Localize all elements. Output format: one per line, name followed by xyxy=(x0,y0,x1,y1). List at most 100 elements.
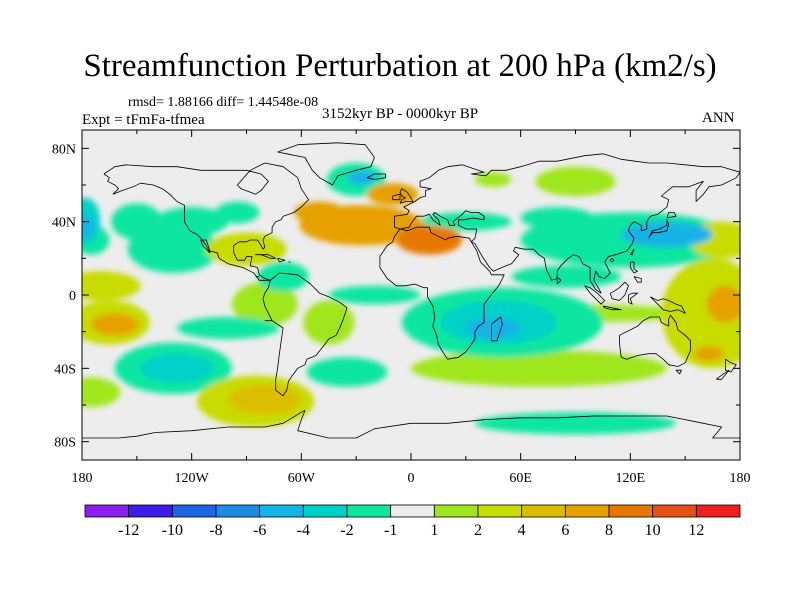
coastline xyxy=(666,212,677,219)
coastline xyxy=(399,188,414,204)
colorbar-swatch xyxy=(215,504,261,518)
coastline xyxy=(262,272,348,397)
lat-tick-label: 40S xyxy=(54,362,76,377)
anomaly-region xyxy=(294,201,346,224)
coastline xyxy=(619,314,691,367)
colorbar-swatch xyxy=(433,504,479,518)
colorbar-label: -1 xyxy=(384,522,397,539)
anomaly-region xyxy=(621,221,713,248)
colorbar-swatch xyxy=(390,504,435,518)
anomaly-region xyxy=(474,172,512,187)
lon-tick-label: 0 xyxy=(408,471,415,486)
anomaly-region xyxy=(140,353,214,384)
lat-tick-label: 80N xyxy=(52,142,76,157)
colorbar-swatch xyxy=(346,504,392,518)
anomaly-region xyxy=(306,357,388,387)
coastline xyxy=(715,369,730,380)
colorbar-label: -2 xyxy=(340,522,353,539)
coastline xyxy=(82,410,740,439)
anomaly-region xyxy=(707,285,740,323)
colorbar-label: -6 xyxy=(253,522,266,539)
anomaly-region xyxy=(411,350,667,387)
anomaly-region xyxy=(535,166,616,196)
colorbar-swatch xyxy=(302,504,348,518)
coastlines xyxy=(82,142,740,439)
latitude-ticks: 80N 40N 0 40S 80S xyxy=(52,142,740,451)
colorbar-label: -8 xyxy=(209,522,222,539)
coastline xyxy=(628,292,638,305)
lon-tick-label: 180 xyxy=(730,471,751,486)
anomaly-region xyxy=(231,282,298,327)
anomaly-region xyxy=(396,225,463,255)
contour-fills xyxy=(82,163,740,435)
anomaly-region xyxy=(694,346,724,361)
lon-tick-label: 60E xyxy=(509,471,532,486)
anomaly-region xyxy=(82,271,141,301)
colorbar-swatch xyxy=(652,504,697,518)
anomaly-region xyxy=(257,262,309,292)
map-title: Streamfunction Perturbation at 200 hPa (… xyxy=(83,48,717,84)
coastline xyxy=(602,305,622,311)
season-label: ANN xyxy=(702,110,735,126)
anomaly-region xyxy=(111,203,163,241)
anomaly-region xyxy=(465,317,521,339)
colorbar-swatch xyxy=(521,504,566,518)
coastline xyxy=(650,296,686,314)
colorbar-label: -4 xyxy=(297,522,310,539)
colorbar-swatch xyxy=(695,504,741,518)
longitude-ticks: 180 120W 60W 0 60E 120E 180 xyxy=(72,130,751,486)
coastline xyxy=(103,162,309,281)
anomaly-region xyxy=(82,216,95,239)
experiment-label: Expt = tFmFa-tfmea xyxy=(82,112,205,128)
colorbar-label: 4 xyxy=(518,522,526,539)
colorbar-label: 10 xyxy=(645,522,661,539)
coastline xyxy=(648,219,670,239)
lat-tick-label: 80S xyxy=(54,436,76,451)
anomaly-region xyxy=(127,225,220,273)
coastline xyxy=(675,369,682,375)
colorbar-swatch xyxy=(84,504,130,518)
coastline xyxy=(584,285,606,305)
coastline xyxy=(255,254,277,259)
anomaly-region xyxy=(177,317,280,339)
colorbar-label: 2 xyxy=(474,522,482,539)
colorbar-swatch xyxy=(477,504,523,518)
colorbar-label: 8 xyxy=(605,522,613,539)
anomaly-region xyxy=(661,258,740,369)
coastline xyxy=(629,261,638,274)
coastline xyxy=(491,316,503,342)
colorbar-label: 12 xyxy=(688,522,704,539)
anomaly-region xyxy=(215,201,260,224)
lat-tick-label: 0 xyxy=(69,289,76,304)
lon-tick-label: 60W xyxy=(288,471,316,486)
colorbar-label: 1 xyxy=(430,522,438,539)
colorbar-swatch xyxy=(171,504,217,518)
anomaly-region xyxy=(511,265,622,288)
anomaly-region xyxy=(303,300,355,345)
lon-tick-label: 180 xyxy=(72,471,93,486)
colorbar-swatch xyxy=(608,504,654,518)
coastline xyxy=(633,276,642,283)
anomaly-region xyxy=(347,170,377,186)
coastline xyxy=(379,226,505,360)
coastline xyxy=(394,153,740,294)
coastline xyxy=(366,173,386,180)
anomaly-region xyxy=(520,207,594,229)
colorbar-swatch xyxy=(128,504,173,518)
anomaly-region xyxy=(367,183,419,206)
colorbar-label: -12 xyxy=(118,522,139,539)
coastline xyxy=(277,257,286,263)
coastline xyxy=(609,257,615,263)
anomaly-region xyxy=(206,232,287,266)
colorbar: -12 -10 -8 -6 -4 -2 -1 1 2 4 6 8 10 12 xyxy=(84,504,741,539)
anomaly-region xyxy=(328,285,421,305)
colorbar-label: -10 xyxy=(162,522,183,539)
anomaly-region xyxy=(91,313,139,336)
anomaly-region xyxy=(155,207,229,237)
coastline xyxy=(392,193,401,201)
anomaly-region xyxy=(82,377,121,407)
lon-tick-label: 120E xyxy=(616,471,646,486)
coastline xyxy=(629,248,635,256)
coastline xyxy=(277,142,375,186)
coastline xyxy=(609,281,629,301)
